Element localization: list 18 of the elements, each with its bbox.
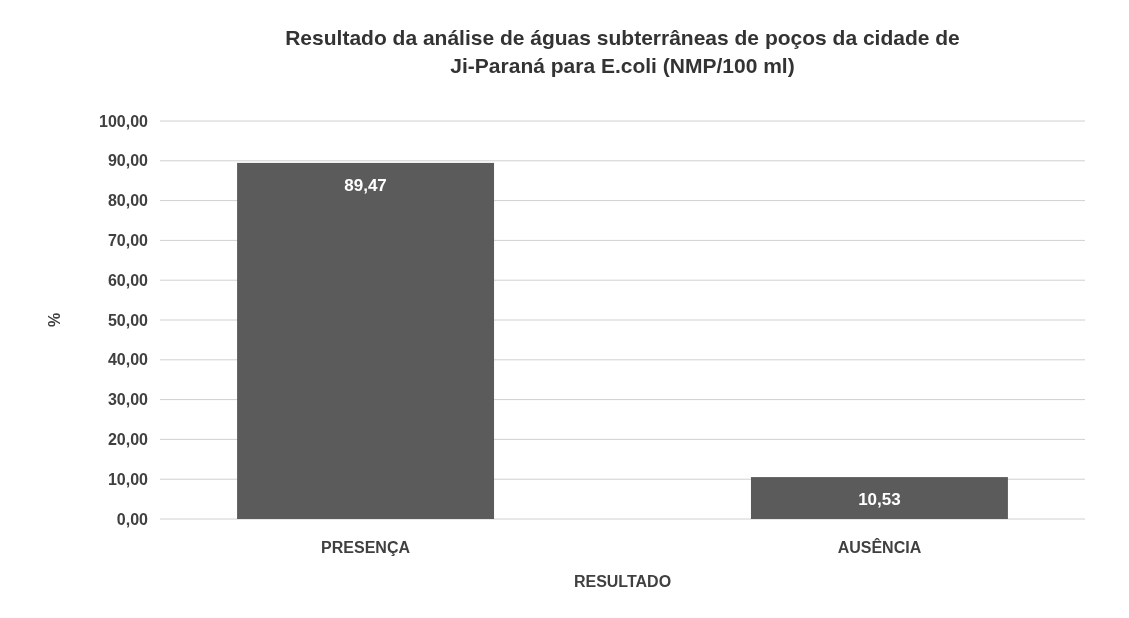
y-tick-label: 70,00 — [107, 232, 149, 249]
y-tick-label: 0,00 — [116, 510, 149, 528]
y-tick-label: 100,00 — [99, 112, 149, 130]
y-tick-label: 90,00 — [107, 152, 149, 170]
y-axis-title: % — [46, 312, 63, 328]
y-tick-label: 30,00 — [107, 391, 149, 409]
data-label: 89,47 — [344, 175, 387, 195]
x-axis-title: RESULTADO — [573, 573, 672, 590]
y-tick-label: 20,00 — [107, 431, 149, 448]
y-tick-label: 40,00 — [107, 351, 149, 369]
y-tick-label: 50,00 — [107, 311, 149, 329]
data-label: 10,53 — [858, 490, 901, 510]
x-tick-label: AUSÊNCIA — [837, 538, 922, 556]
y-tick-label: 80,00 — [107, 192, 149, 210]
x-tick-label: PRESENÇA — [321, 539, 411, 556]
y-tick-label: 10,00 — [107, 470, 149, 488]
y-tick-label: 60,00 — [107, 271, 149, 289]
chart-title: Resultado da análise de águas subterrâneas de poços da cidade de Ji-Paraná para E.coli (NMP/100 ml) — [285, 26, 960, 77]
